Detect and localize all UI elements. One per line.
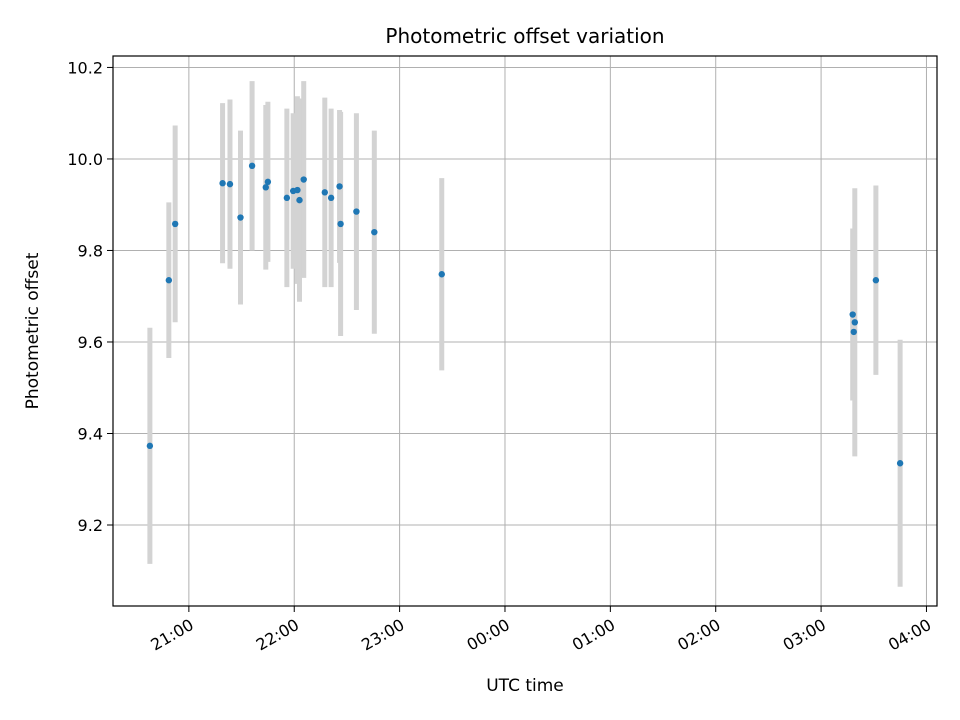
y-tick-label: 9.4 <box>78 424 103 443</box>
data-points <box>146 162 904 467</box>
data-point <box>872 277 880 284</box>
data-point <box>226 180 234 188</box>
data-point <box>337 220 344 228</box>
y-tick-label: 9.2 <box>78 516 103 535</box>
data-point <box>896 460 904 467</box>
data-point <box>283 194 291 202</box>
data-point <box>438 271 445 278</box>
data-point <box>371 228 378 236</box>
y-tick-label: 10.2 <box>67 58 103 77</box>
y-axis-title: Photometric offset <box>23 252 43 409</box>
data-point <box>296 196 303 204</box>
data-point <box>248 162 256 170</box>
y-tick-label: 10.0 <box>67 150 103 169</box>
data-point <box>219 180 226 187</box>
data-point <box>237 214 244 221</box>
data-point <box>850 328 857 336</box>
data-point <box>262 184 269 191</box>
data-point <box>146 442 154 450</box>
data-point <box>849 311 856 318</box>
data-point <box>321 189 328 196</box>
y-axis: 9.2 9.4 9.6 9.8 10.0 10.2 <box>67 58 113 535</box>
chart-title: Photometric offset variation <box>385 24 664 48</box>
data-point <box>327 194 335 202</box>
data-point <box>300 176 307 183</box>
x-axis-title: UTC time <box>486 676 564 696</box>
data-point <box>171 220 179 228</box>
data-point <box>336 183 343 190</box>
data-point <box>264 178 272 186</box>
data-point <box>165 277 173 284</box>
y-tick-label: 9.6 <box>78 333 103 352</box>
data-point <box>294 186 301 194</box>
y-tick-label: 9.8 <box>78 241 103 260</box>
plot-frame <box>112 55 938 607</box>
data-point <box>353 208 360 215</box>
data-point <box>851 319 859 326</box>
